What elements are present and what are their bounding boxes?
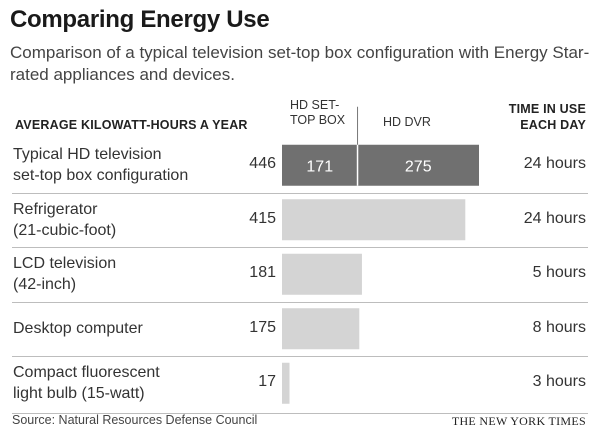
kwh-column-header: AVERAGE KILOWATT-HOURS A YEAR: [15, 118, 248, 132]
segment-value-label: 171: [306, 158, 333, 175]
bar: [282, 362, 290, 404]
bar: [282, 199, 466, 241]
time-in-use-label: 8 hours: [532, 318, 586, 336]
category-label: Typical HD television set-top box configu…: [13, 144, 188, 186]
row-divider: [12, 192, 588, 194]
category-label-line: (21-cubic-foot): [13, 221, 117, 239]
time-header-line1: TIME IN USE: [508, 102, 586, 116]
bar: [282, 253, 362, 295]
category-label-line: set-top box configuration: [13, 167, 189, 185]
value-label: 415: [249, 209, 276, 227]
category-label-line: Typical HD television: [13, 146, 162, 164]
time-in-use-label: 24 hours: [523, 155, 586, 173]
time-header-line2: EACH DAY: [520, 118, 586, 132]
segment-value-label: 275: [405, 158, 432, 175]
row-divider: [12, 301, 588, 303]
source-note: Source: Natural Resources Defense Counci…: [12, 413, 258, 427]
category-label-line: (42-inch): [13, 276, 77, 294]
time-in-use-label: 3 hours: [532, 373, 586, 391]
time-in-use-label: 5 hours: [532, 264, 586, 282]
value-label: 446: [249, 155, 276, 173]
category-label-line: Refrigerator: [13, 200, 98, 218]
hd-set-top-box-header-line2: TOP BOX: [290, 113, 346, 127]
time-column-header: TIME IN USE EACH DAY: [509, 101, 586, 133]
time-in-use-label: 24 hours: [523, 209, 586, 227]
category-label-line: Compact fluorescent: [13, 364, 160, 382]
hd-dvr-header: HD DVR: [383, 115, 431, 129]
hd-set-top-box-header: HD SET- TOP BOX: [290, 98, 345, 128]
category-label: Compact fluorescent light bulb (15-watt): [13, 362, 160, 404]
chart-subtitle: Comparison of a typical television set-t…: [10, 43, 590, 84]
category-label-line: light bulb (15-watt): [13, 385, 145, 403]
row-divider: [12, 247, 588, 248]
stacked-bar-segment: [357, 144, 479, 186]
category-label: LCD television (42-inch): [13, 253, 116, 295]
value-label: 17: [258, 373, 276, 391]
publisher-credit: THE NEW YORK TIMES: [451, 414, 586, 428]
stacked-bar-segment: [282, 144, 358, 186]
value-label: 175: [249, 318, 276, 336]
category-label: Refrigerator (21-cubic-foot): [13, 199, 116, 241]
category-label-line: LCD television: [13, 255, 117, 273]
category-label: Desktop computer: [13, 318, 143, 339]
row-divider: [12, 356, 588, 357]
bottom-divider: [12, 412, 588, 414]
value-label: 181: [249, 264, 276, 282]
chart-title: Comparing Energy Use: [10, 6, 270, 33]
category-label-line: Desktop computer: [13, 320, 143, 338]
hd-set-top-box-header-line1: HD SET-: [290, 98, 340, 112]
bar: [282, 308, 360, 350]
